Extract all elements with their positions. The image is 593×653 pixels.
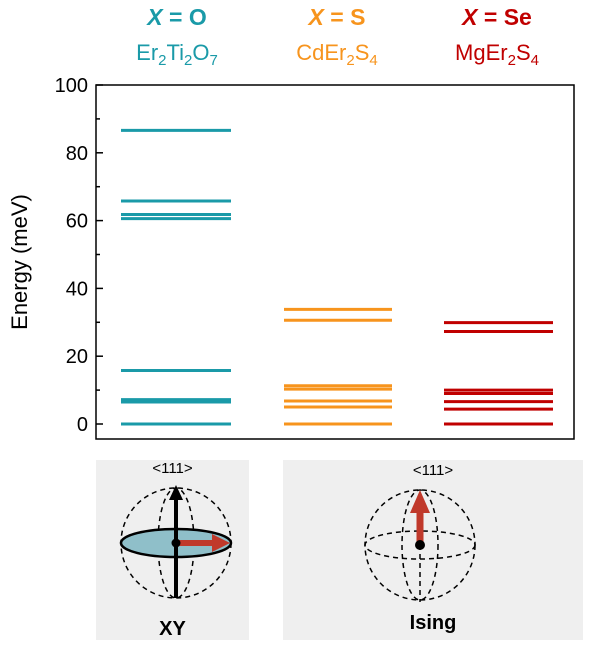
x-value: O — [188, 4, 207, 30]
x-symbol: X — [308, 4, 324, 30]
y-tick-label: 20 — [66, 346, 88, 368]
xy-sphere-diagram — [119, 485, 233, 599]
ising-sphere-diagram — [364, 489, 476, 602]
x-value: S — [350, 4, 366, 30]
header-se: X = Se — [462, 4, 532, 30]
xy-title: XY — [159, 618, 186, 640]
ising-title: Ising — [409, 612, 457, 634]
center-dot — [171, 538, 181, 548]
header-s: X = S — [308, 4, 366, 30]
center-dot — [415, 540, 425, 550]
xy-panel: <111> XY — [96, 460, 249, 640]
header-o: X = O — [147, 4, 207, 30]
formula-se: MgEr2S4 — [455, 40, 539, 69]
formula-o: Er2Ti2O7 — [136, 40, 218, 69]
ising-panel: <111> Ising — [283, 460, 583, 640]
axis-label: <111> — [152, 460, 193, 477]
y-axis-label: Energy (meV) — [7, 194, 32, 330]
spin-arrowhead — [212, 534, 230, 552]
y-tick-label: 0 — [77, 414, 88, 436]
y-tick-label: 40 — [66, 278, 88, 300]
y-tick-label: 100 — [55, 75, 88, 97]
axis-label: <111> — [412, 462, 454, 479]
x-value: Se — [503, 4, 532, 30]
y-tick-label: 60 — [66, 211, 88, 233]
energy-level-chart: 0 20 40 60 80 100 Energy (meV) — [7, 75, 575, 440]
axis-arrowhead — [169, 485, 183, 500]
formula-s: CdEr2S4 — [296, 40, 378, 69]
y-tick-label: 80 — [66, 143, 88, 165]
plot-frame — [95, 84, 575, 440]
x-symbol: X — [147, 4, 163, 30]
spin-arrowhead — [410, 490, 430, 513]
x-symbol: X — [462, 4, 478, 30]
